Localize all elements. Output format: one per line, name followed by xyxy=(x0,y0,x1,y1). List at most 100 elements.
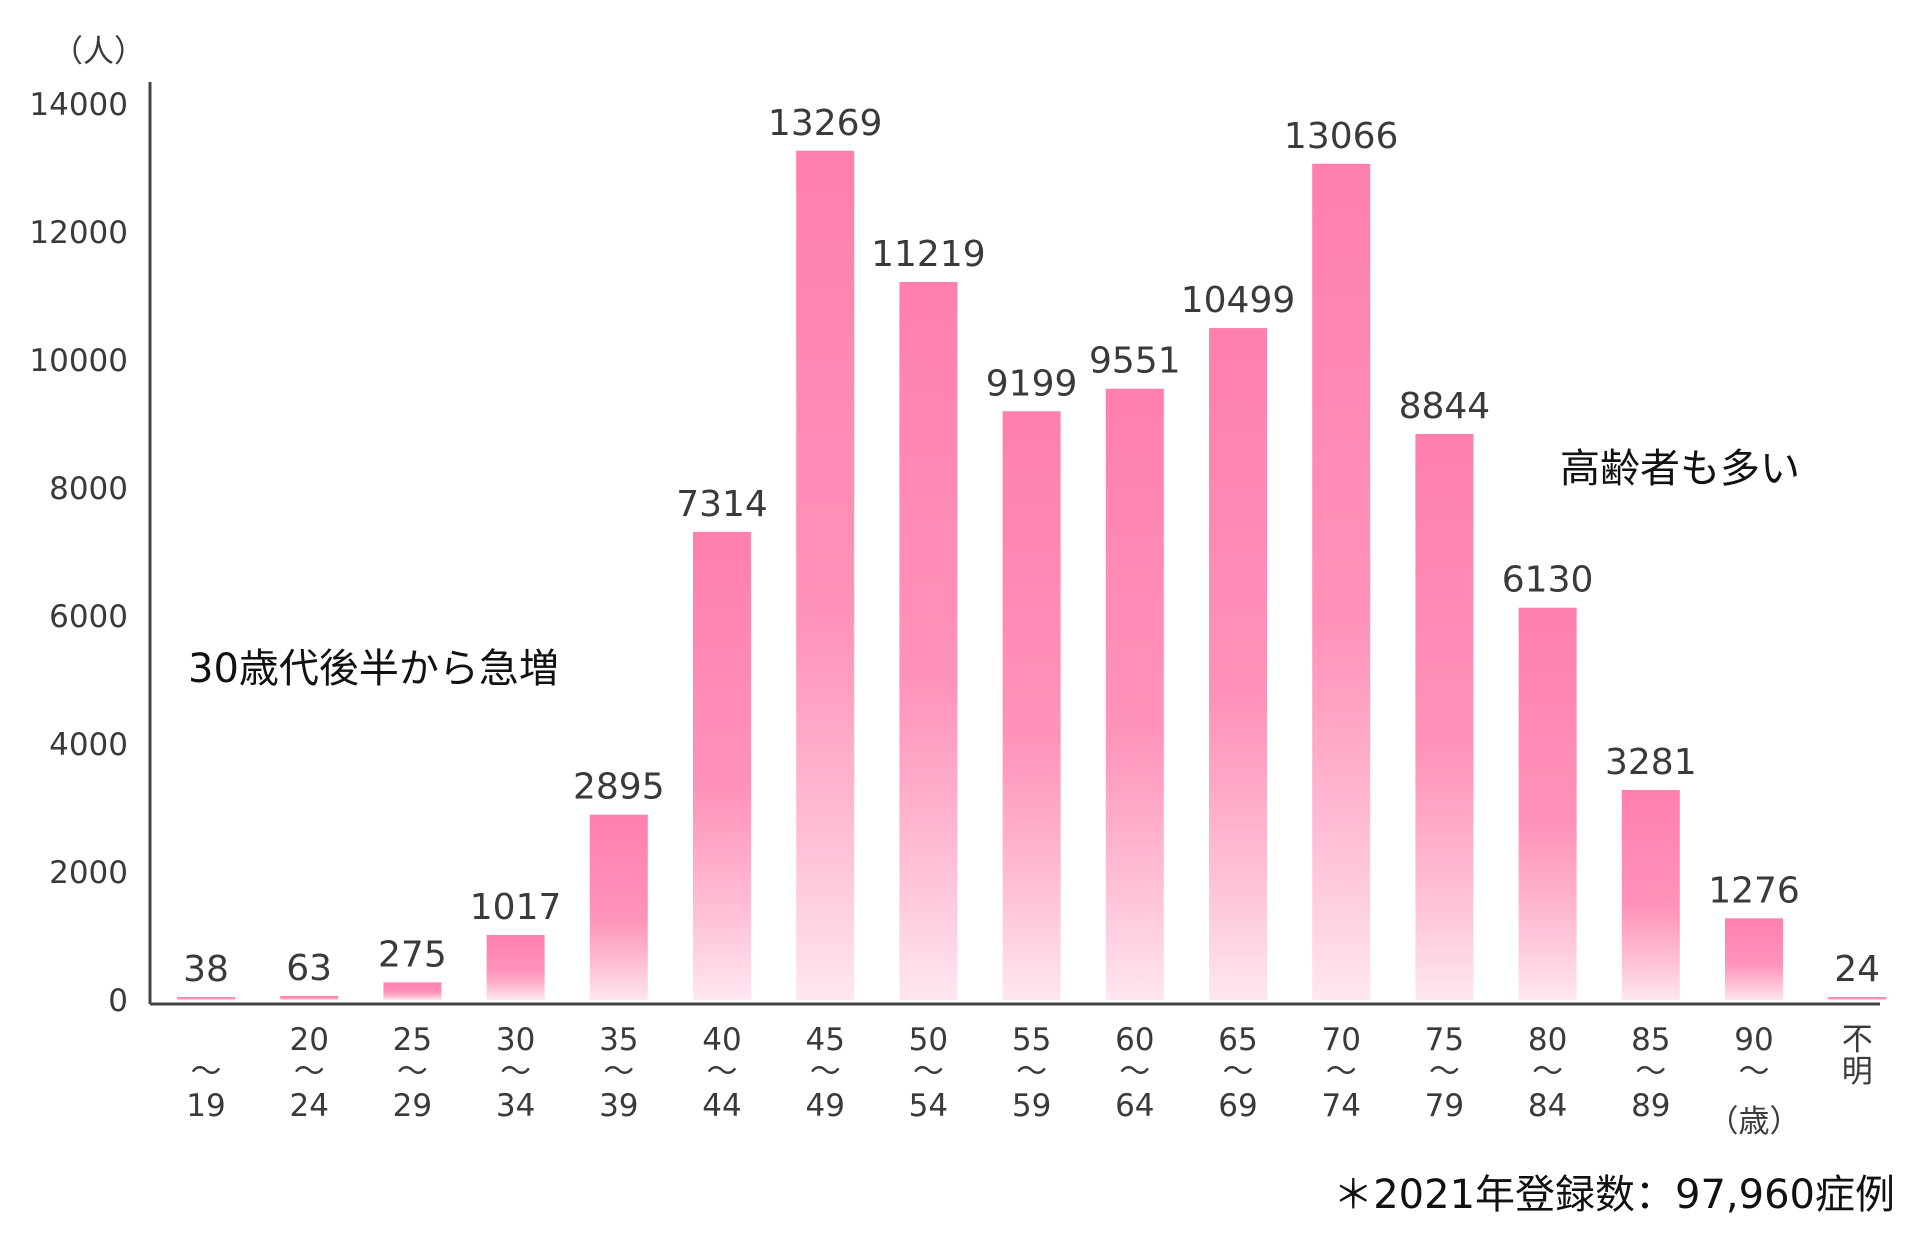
bar xyxy=(1415,433,1474,1000)
bar-value-label: 9199 xyxy=(986,363,1078,404)
x-category-label: 24 xyxy=(289,1088,328,1124)
y-unit-label: （人） xyxy=(52,34,145,70)
bar-value-label: 1017 xyxy=(470,887,562,928)
x-category-label: 35 xyxy=(599,1022,638,1058)
y-tick-label: 4000 xyxy=(49,727,128,763)
bar xyxy=(1105,388,1164,1001)
bar-value-label: 275 xyxy=(378,934,447,975)
y-tick-label: 0 xyxy=(108,983,128,1019)
x-category-label: 〜 xyxy=(1016,1054,1047,1090)
bar-value-label: 6130 xyxy=(1502,560,1594,601)
x-category-label: 〜 xyxy=(1326,1054,1357,1090)
bar-value-label: 13066 xyxy=(1284,116,1399,157)
x-category-label: （歳） xyxy=(1708,1104,1801,1140)
x-category-label: 19 xyxy=(186,1088,225,1124)
x-category-label: 54 xyxy=(909,1088,948,1124)
bar xyxy=(693,531,751,1000)
bar-value-label: 9551 xyxy=(1089,341,1181,382)
bar-value-label: 24 xyxy=(1834,949,1880,990)
x-category-label: 85 xyxy=(1631,1022,1670,1058)
bar xyxy=(1725,918,1783,1000)
x-category-label: 70 xyxy=(1321,1022,1360,1058)
x-category-label: 84 xyxy=(1528,1088,1567,1124)
bar-value-label: 2895 xyxy=(573,767,665,808)
y-tick-label: 12000 xyxy=(29,215,128,251)
x-category-label: 29 xyxy=(393,1088,432,1124)
bar-value-label: 1276 xyxy=(1708,870,1800,911)
bar xyxy=(796,150,855,1000)
bar xyxy=(383,982,442,1000)
annotation-elderly: 高齢者も多い xyxy=(1560,446,1800,492)
bar xyxy=(1518,607,1577,1000)
x-category-label: 25 xyxy=(393,1022,432,1058)
x-category-label: 80 xyxy=(1528,1022,1567,1058)
x-category-label: 64 xyxy=(1115,1088,1154,1124)
x-category-label: 〜 xyxy=(191,1054,222,1090)
x-category-label: 不 xyxy=(1842,1022,1873,1058)
bar-value-label: 38 xyxy=(183,949,229,990)
x-category-label: 55 xyxy=(1012,1022,1051,1058)
bar-value-label: 8844 xyxy=(1399,386,1491,427)
x-category-label: 〜 xyxy=(1429,1054,1460,1090)
annotation-rise: 30歳代後半から急増 xyxy=(188,646,559,692)
x-category-label: 〜 xyxy=(1223,1054,1254,1090)
x-category-label: 65 xyxy=(1218,1022,1257,1058)
bar xyxy=(899,281,958,1000)
x-category-label: 〜 xyxy=(810,1054,841,1090)
x-category-label: 〜 xyxy=(397,1054,428,1090)
x-category-label: 39 xyxy=(599,1088,638,1124)
bar-value-label: 11219 xyxy=(871,234,986,275)
x-category-label: 89 xyxy=(1631,1088,1670,1124)
y-tick-label: 2000 xyxy=(49,855,128,891)
bars xyxy=(177,150,1887,1001)
y-axis-ticks: 0 2000 4000 6000 8000 10000 12000 14000 xyxy=(29,87,128,1019)
x-axis-categories: 〜1920〜2425〜2930〜3435〜3940〜4445〜4950〜5455… xyxy=(186,1022,1872,1140)
x-category-label: 44 xyxy=(702,1088,741,1124)
x-category-label: 〜 xyxy=(1739,1054,1770,1090)
bar xyxy=(1312,163,1371,1000)
x-category-label: 〜 xyxy=(603,1054,634,1090)
bar-value-label: 7314 xyxy=(676,484,768,525)
x-category-label: 90 xyxy=(1734,1022,1773,1058)
x-category-label: 〜 xyxy=(1635,1054,1666,1090)
x-category-label: 60 xyxy=(1115,1022,1154,1058)
x-category-label: 49 xyxy=(805,1088,844,1124)
x-category-label: 50 xyxy=(909,1022,948,1058)
x-category-label: 〜 xyxy=(913,1054,944,1090)
bar xyxy=(1002,411,1061,1000)
y-tick-label: 6000 xyxy=(49,599,128,635)
x-category-label: 30 xyxy=(496,1022,535,1058)
y-tick-label: 10000 xyxy=(29,343,128,379)
x-category-label: 74 xyxy=(1321,1088,1360,1124)
x-category-label: 明 xyxy=(1842,1054,1873,1090)
bar xyxy=(1828,997,1887,1000)
bar xyxy=(280,995,339,1000)
bar-value-label: 13269 xyxy=(768,103,883,144)
x-category-label: 69 xyxy=(1218,1088,1257,1124)
value-labels: 38 63 275 1017 2895 7314 13269 11219 9199 9551104… xyxy=(183,103,1880,990)
x-category-label: 〜 xyxy=(707,1054,738,1090)
x-category-label: 20 xyxy=(289,1022,328,1058)
x-category-label: 79 xyxy=(1425,1088,1464,1124)
x-category-label: 45 xyxy=(805,1022,844,1058)
bar xyxy=(1621,790,1680,1000)
footnote: ＊2021年登録数：97,960症例 xyxy=(1333,1172,1895,1218)
bar-value-label: 10499 xyxy=(1181,280,1296,321)
x-category-label: 34 xyxy=(496,1088,535,1124)
bar xyxy=(1209,328,1267,1001)
x-category-label: 〜 xyxy=(1532,1054,1563,1090)
x-category-label: 〜 xyxy=(500,1054,531,1090)
bar xyxy=(486,934,545,1000)
bar-value-label: 3281 xyxy=(1605,742,1697,783)
x-category-label: 40 xyxy=(702,1022,741,1058)
bar-value-label: 63 xyxy=(286,948,332,989)
x-category-label: 75 xyxy=(1425,1022,1464,1058)
x-category-label: 〜 xyxy=(294,1054,325,1090)
y-tick-label: 14000 xyxy=(29,87,128,123)
bar xyxy=(177,997,235,1000)
x-category-label: 59 xyxy=(1012,1088,1051,1124)
bar xyxy=(589,814,648,1000)
y-tick-label: 8000 xyxy=(49,471,128,507)
x-category-label: 〜 xyxy=(1119,1054,1150,1090)
